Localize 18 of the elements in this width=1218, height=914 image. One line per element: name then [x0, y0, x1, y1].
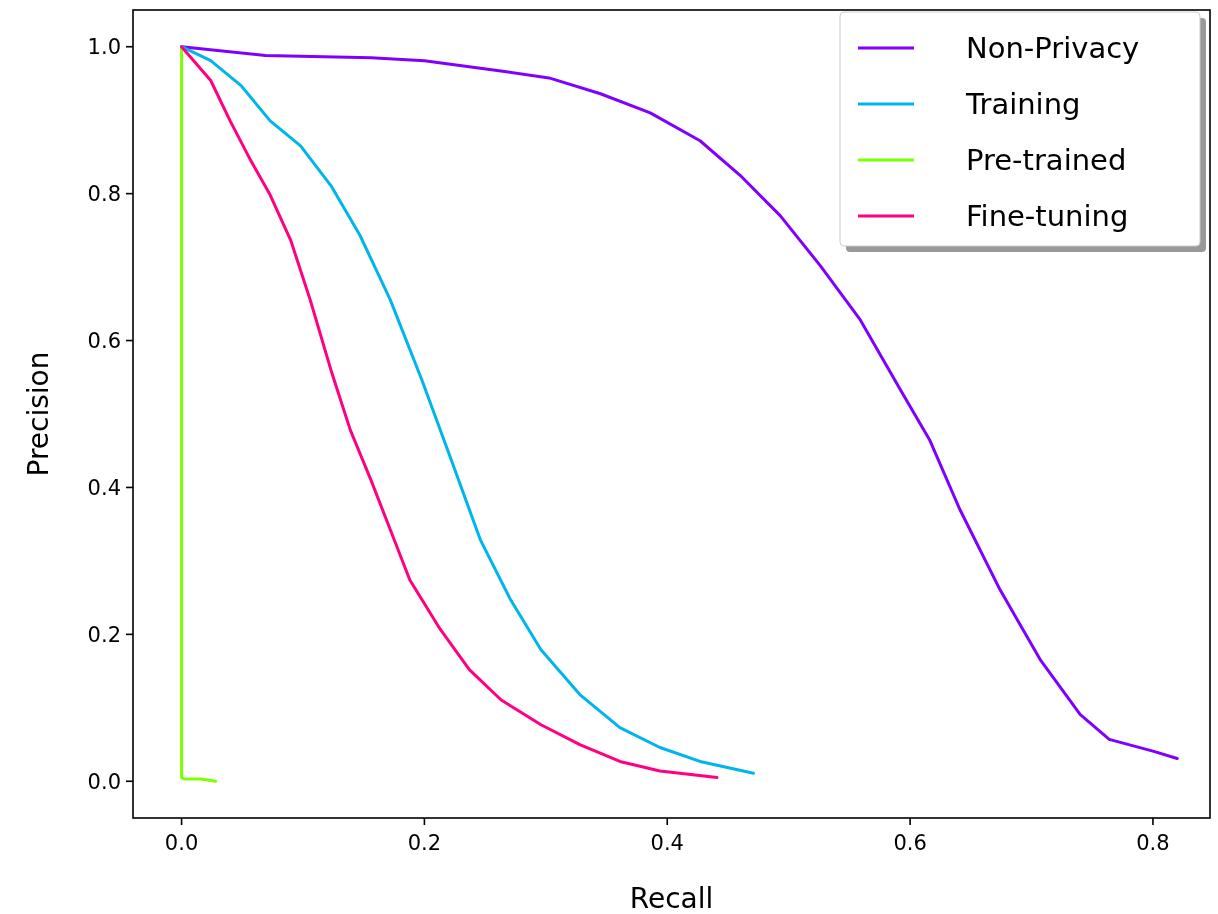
y-axis-title: Precision	[22, 351, 55, 477]
legend-label: Pre-trained	[966, 143, 1127, 178]
y-tick-label: 0.8	[87, 181, 121, 206]
x-tick-label: 0.6	[893, 831, 927, 855]
legend-label: Training	[965, 87, 1081, 122]
line-series	[180, 45, 218, 783]
x-tick-label: 0.2	[407, 831, 442, 855]
x-tick-label: 0.8	[1136, 831, 1170, 855]
y-tick-label: 0.0	[87, 769, 121, 794]
x-tick-label: 0.0	[164, 831, 199, 855]
x-axis-title: Recall	[629, 882, 714, 914]
legend-label: Non-Privacy	[966, 31, 1140, 66]
y-tick-label: 0.6	[87, 328, 121, 353]
legend-label: Fine-tuning	[966, 199, 1129, 234]
y-tick-label: 0.4	[87, 475, 121, 500]
x-tick-label: 0.4	[650, 831, 684, 855]
y-tick-label: 0.2	[87, 622, 121, 647]
y-tick-label: 1.0	[87, 35, 121, 60]
